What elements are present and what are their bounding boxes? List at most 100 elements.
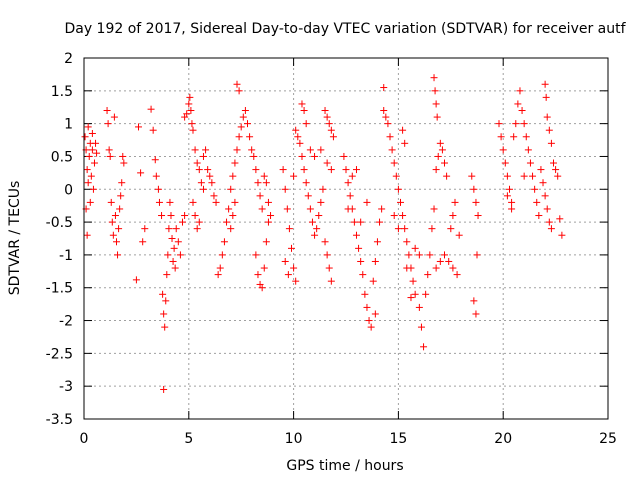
chart-title: Day 192 of 2017, Sidereal Day-to-day VTE… xyxy=(64,21,626,37)
data-point xyxy=(260,264,268,272)
data-point xyxy=(411,244,419,252)
data-point xyxy=(329,133,337,141)
data-point xyxy=(539,179,547,187)
data-point xyxy=(118,179,126,187)
data-point xyxy=(415,251,423,259)
data-point xyxy=(155,198,163,206)
data-point xyxy=(210,192,218,200)
data-point xyxy=(520,120,528,128)
data-point xyxy=(191,212,199,220)
data-point xyxy=(279,166,287,174)
y-tick-label: 0.5 xyxy=(51,149,73,165)
data-point xyxy=(541,80,549,88)
data-point xyxy=(239,113,247,121)
data-point xyxy=(193,159,201,167)
data-point xyxy=(92,139,100,147)
data-point xyxy=(231,159,239,167)
data-point xyxy=(139,238,147,246)
data-point xyxy=(451,198,459,206)
x-axis-label: GPS time / hours xyxy=(286,458,403,474)
data-point xyxy=(510,133,518,141)
data-point xyxy=(111,212,119,220)
data-point xyxy=(195,166,203,174)
data-point xyxy=(306,205,314,213)
data-point xyxy=(371,257,379,265)
data-point xyxy=(119,152,127,160)
data-point xyxy=(254,271,262,279)
data-point xyxy=(445,257,453,265)
data-point xyxy=(508,198,516,206)
data-point xyxy=(522,133,530,141)
data-point xyxy=(441,159,449,167)
grid-lines xyxy=(84,58,608,419)
data-point xyxy=(531,185,539,193)
data-point xyxy=(193,225,201,233)
data-point xyxy=(520,172,528,180)
data-point xyxy=(227,185,235,193)
data-point xyxy=(315,212,323,220)
data-point xyxy=(390,212,398,220)
data-point xyxy=(407,294,415,302)
data-point xyxy=(137,169,145,177)
y-tick-label: -2 xyxy=(59,314,73,330)
data-point xyxy=(176,251,184,259)
data-point xyxy=(495,120,503,128)
data-point xyxy=(105,146,113,154)
data-point xyxy=(81,133,89,141)
data-point xyxy=(197,179,205,187)
data-point xyxy=(225,205,233,213)
data-point xyxy=(160,385,168,393)
data-point xyxy=(394,225,402,233)
data-point xyxy=(352,231,360,239)
data-point xyxy=(325,120,333,128)
data-point xyxy=(246,133,254,141)
data-point xyxy=(115,225,123,233)
data-point xyxy=(503,192,511,200)
data-point xyxy=(436,139,444,147)
data-point xyxy=(202,146,210,154)
data-point xyxy=(106,152,114,160)
data-point xyxy=(83,166,91,174)
data-point xyxy=(396,198,404,206)
data-point xyxy=(252,251,260,259)
y-tick-label: 1 xyxy=(64,117,73,133)
data-point xyxy=(104,120,112,128)
x-tick-label: 15 xyxy=(389,431,407,447)
data-point xyxy=(428,225,436,233)
data-point xyxy=(264,218,272,226)
data-point xyxy=(401,139,409,147)
data-point xyxy=(165,225,173,233)
data-point xyxy=(556,215,564,223)
data-point xyxy=(508,205,516,213)
y-tick-label: 0 xyxy=(64,182,73,198)
data-point xyxy=(181,212,189,220)
data-point xyxy=(87,172,95,180)
data-point xyxy=(550,159,558,167)
data-point xyxy=(164,251,172,259)
data-point xyxy=(88,146,96,154)
y-tick-label: -2.5 xyxy=(46,346,73,362)
data-point xyxy=(472,310,480,318)
x-tick-label: 5 xyxy=(184,431,193,447)
data-point xyxy=(313,225,321,233)
data-point xyxy=(212,198,220,206)
data-point xyxy=(308,218,316,226)
data-point xyxy=(229,172,237,180)
data-point xyxy=(183,110,191,118)
data-point xyxy=(361,290,369,298)
data-point xyxy=(306,146,314,154)
data-point xyxy=(359,271,367,279)
data-point xyxy=(449,264,457,272)
data-point xyxy=(214,271,222,279)
data-point xyxy=(117,192,125,200)
data-point xyxy=(206,172,214,180)
data-points xyxy=(81,74,566,393)
data-point xyxy=(411,290,419,298)
data-point xyxy=(85,152,93,160)
data-point xyxy=(248,146,256,154)
data-point xyxy=(319,185,327,193)
data-point xyxy=(342,166,350,174)
data-point xyxy=(497,133,505,141)
data-point xyxy=(422,290,430,298)
data-point xyxy=(545,126,553,134)
